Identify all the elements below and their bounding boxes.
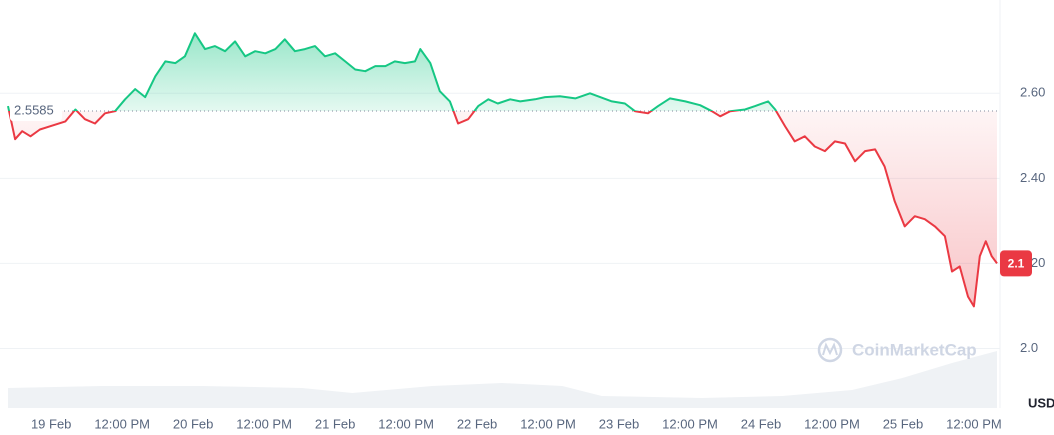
area-up	[8, 33, 777, 111]
watermark: CoinMarketCap	[817, 337, 977, 363]
baseline-label: 2.5585	[14, 102, 54, 117]
x-tick-label: 12:00 PM	[520, 416, 576, 431]
y-tick-label: 2.40	[1020, 170, 1045, 185]
x-tick-label: 12:00 PM	[236, 416, 292, 431]
currency-label: USD	[1028, 395, 1054, 410]
x-tick-label: 12:00 PM	[662, 416, 718, 431]
last-price-badge	[1000, 250, 1032, 277]
price-line-down	[8, 110, 998, 308]
y-tick-label: 2.0	[1020, 340, 1038, 355]
x-tick-label: 24 Feb	[741, 416, 781, 431]
x-tick-label: 12:00 PM	[804, 416, 860, 431]
x-tick-label: 12:00 PM	[94, 416, 150, 431]
volume-area	[8, 351, 997, 408]
x-tick-label: 23 Feb	[599, 416, 639, 431]
price-line-up	[7, 32, 778, 111]
x-tick-label: 25 Feb	[883, 416, 923, 431]
last-price-label: 2.1	[1008, 257, 1025, 271]
x-tick-label: 19 Feb	[31, 416, 71, 431]
x-tick-label: 21 Feb	[315, 416, 355, 431]
x-tick-label: 20 Feb	[173, 416, 213, 431]
x-tick-label: 22 Feb	[457, 416, 497, 431]
x-tick-label: 12:00 PM	[946, 416, 1002, 431]
x-tick-label: 12:00 PM	[378, 416, 434, 431]
area-down	[8, 110, 997, 307]
baseline-label-box	[10, 100, 62, 121]
watermark-text: CoinMarketCap	[852, 340, 977, 359]
y-tick-label: 2.60	[1020, 85, 1045, 100]
